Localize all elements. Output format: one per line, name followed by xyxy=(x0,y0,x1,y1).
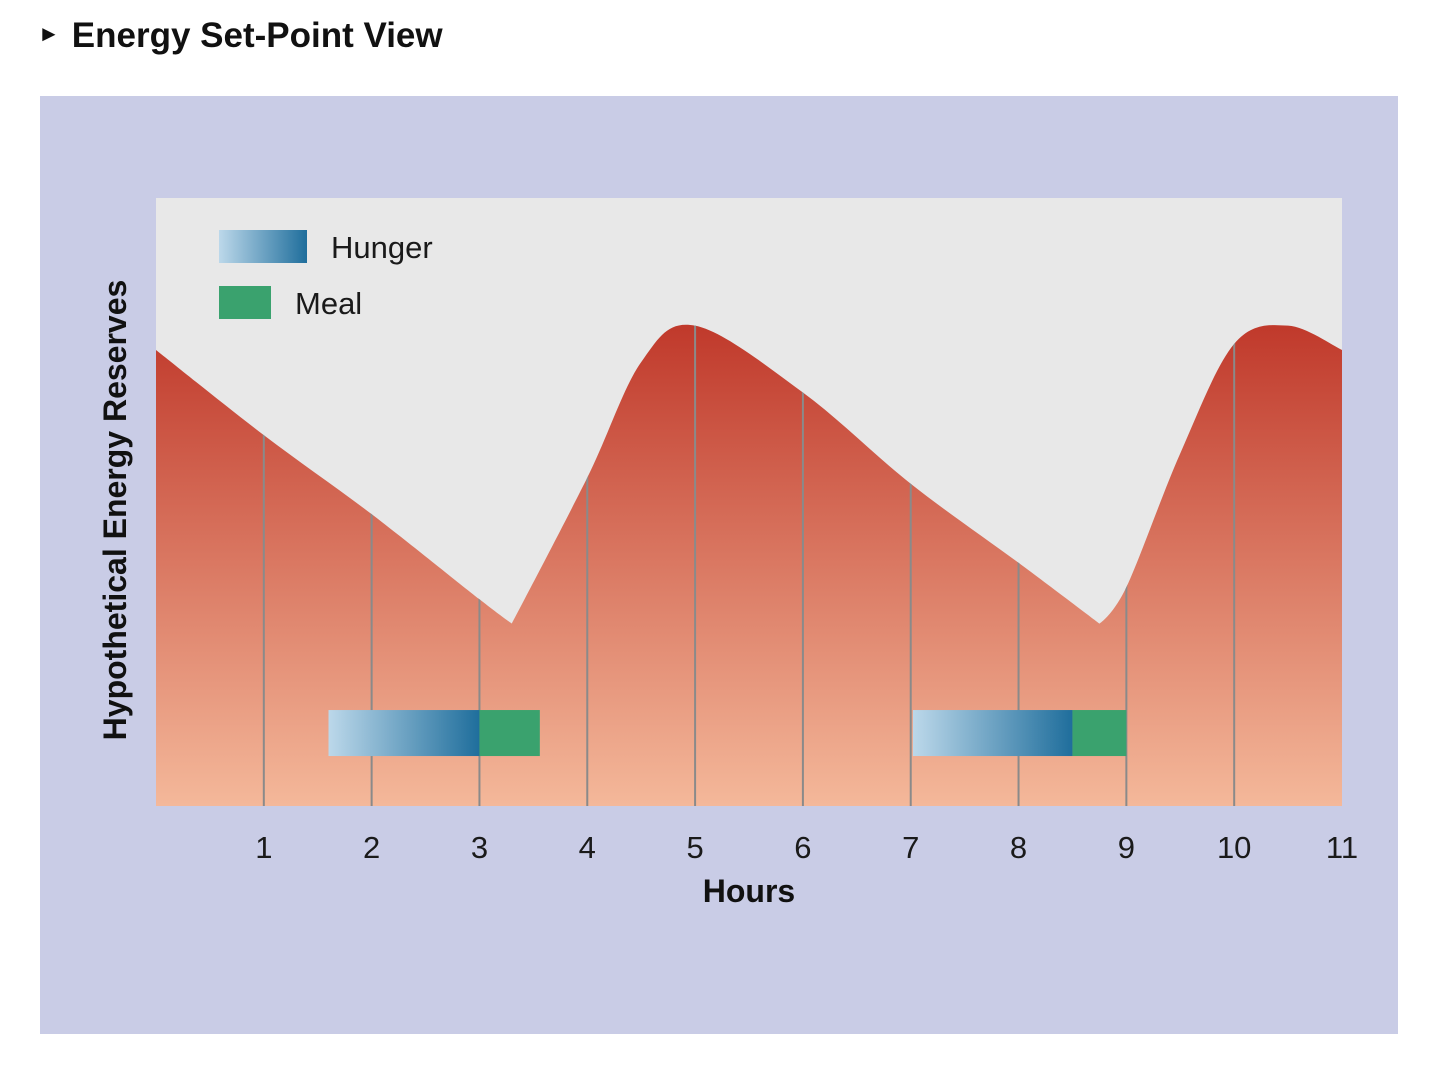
x-tick-label-5: 5 xyxy=(686,830,703,865)
page-title-text: Energy Set-Point View xyxy=(71,16,443,55)
x-tick-label-7: 7 xyxy=(902,830,919,865)
x-tick-label-2: 2 xyxy=(363,830,380,865)
x-tick-labels: 1 2 3 4 5 6 7 8 9 10 11 xyxy=(255,830,1358,865)
x-tick-label-3: 3 xyxy=(471,830,488,865)
x-tick-label-9: 9 xyxy=(1118,830,1135,865)
disclosure-arrow-icon[interactable]: ► xyxy=(38,21,60,46)
legend-swatch-hunger xyxy=(219,230,307,263)
x-tick-label-10: 10 xyxy=(1217,830,1251,865)
x-tick-label-1: 1 xyxy=(255,830,272,865)
legend-label-hunger: Hunger xyxy=(331,230,433,265)
legend: Hunger Meal xyxy=(219,230,433,321)
plot-area xyxy=(156,198,1342,806)
legend-label-meal: Meal xyxy=(295,286,362,321)
hunger-bar-0 xyxy=(328,710,480,757)
x-tick-label-11: 11 xyxy=(1326,830,1358,865)
legend-swatch-meal xyxy=(219,286,271,319)
x-tick-label-4: 4 xyxy=(579,830,596,865)
meal-bar-1 xyxy=(479,710,540,757)
x-axis-title: Hours xyxy=(703,873,795,909)
interval-bars xyxy=(328,710,1127,757)
y-axis-title: Hypothetical Energy Reserves xyxy=(97,280,133,741)
page-title: ► Energy Set-Point View xyxy=(38,16,443,56)
x-tick-label-6: 6 xyxy=(794,830,811,865)
energy-area xyxy=(156,324,1342,806)
meal-bar-3 xyxy=(1072,710,1127,757)
x-tick-label-8: 8 xyxy=(1010,830,1027,865)
hunger-bar-2 xyxy=(912,710,1073,757)
